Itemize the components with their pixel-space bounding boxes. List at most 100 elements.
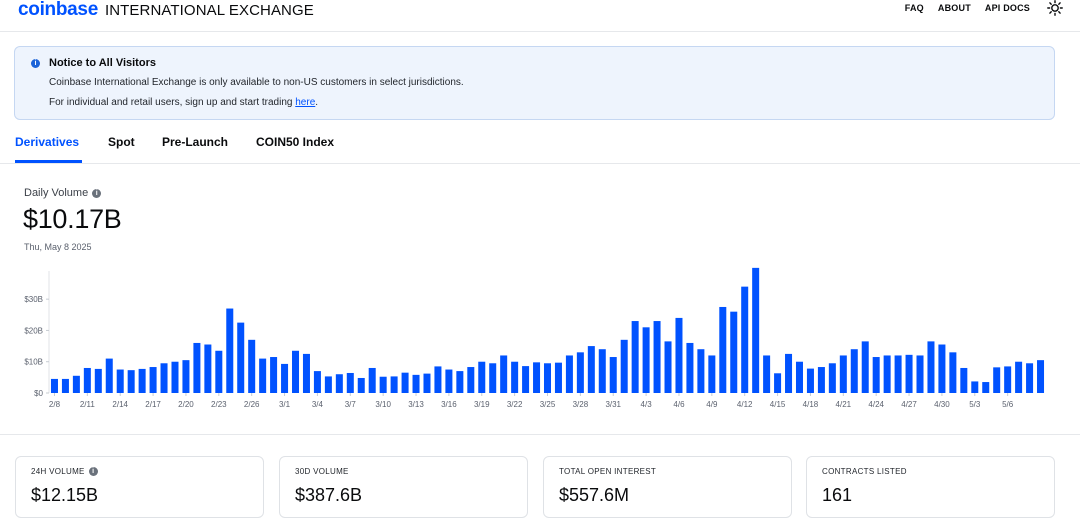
volume-bar[interactable] (960, 367, 968, 393)
volume-bar[interactable] (281, 363, 289, 393)
volume-bar[interactable] (226, 308, 234, 393)
volume-bar[interactable] (828, 363, 836, 393)
volume-bar[interactable] (576, 352, 584, 393)
volume-bar[interactable] (795, 361, 803, 393)
volume-bar[interactable] (50, 378, 58, 393)
brand[interactable]: coinbase INTERNATIONAL EXCHANGE (18, 0, 314, 21)
volume-bar[interactable] (456, 371, 464, 393)
nav-faq-link[interactable]: FAQ (904, 3, 924, 13)
volume-bar[interactable] (171, 361, 179, 393)
volume-bar[interactable] (248, 339, 256, 393)
volume-bar[interactable] (686, 342, 694, 393)
volume-bar[interactable] (1037, 360, 1045, 393)
volume-bar[interactable] (872, 357, 880, 393)
volume-bar[interactable] (752, 267, 760, 393)
volume-bar[interactable] (817, 367, 825, 393)
volume-bar[interactable] (511, 361, 519, 393)
volume-bar[interactable] (182, 360, 190, 393)
notice-signup-link[interactable]: here (295, 97, 316, 108)
coinbase-logo[interactable]: coinbase (18, 0, 98, 20)
volume-bar[interactable] (313, 371, 321, 393)
volume-bar[interactable] (785, 353, 793, 393)
volume-bar[interactable] (850, 349, 858, 393)
volume-bar[interactable] (708, 355, 716, 393)
volume-bar[interactable] (94, 368, 102, 393)
volume-bar[interactable] (806, 368, 814, 393)
volume-bar[interactable] (324, 376, 332, 393)
volume-bar[interactable] (138, 368, 146, 393)
volume-bar[interactable] (368, 367, 376, 393)
tab-derivatives[interactable]: Derivatives (15, 135, 80, 149)
volume-bar[interactable] (543, 363, 551, 393)
volume-bar[interactable] (335, 374, 343, 393)
volume-bar[interactable] (631, 321, 639, 393)
volume-bar[interactable] (423, 373, 431, 393)
volume-bar[interactable] (357, 377, 365, 393)
volume-bar[interactable] (763, 355, 771, 393)
volume-bar[interactable] (533, 362, 541, 393)
volume-bar[interactable] (105, 358, 113, 393)
volume-bar[interactable] (434, 366, 442, 393)
volume-bar[interactable] (401, 372, 409, 393)
volume-bar[interactable] (204, 344, 212, 393)
volume-bar[interactable] (522, 366, 530, 393)
info-icon[interactable]: i (88, 467, 98, 476)
volume-bar[interactable] (467, 367, 475, 393)
volume-bar[interactable] (237, 322, 245, 393)
volume-bar[interactable] (292, 350, 300, 393)
volume-bar[interactable] (982, 382, 990, 393)
volume-bar[interactable] (270, 357, 278, 393)
tab-pre-launch[interactable]: Pre-Launch (162, 135, 229, 149)
volume-bar[interactable] (160, 363, 168, 393)
volume-bar[interactable] (609, 357, 617, 393)
volume-bar[interactable] (478, 361, 486, 393)
volume-bar[interactable] (675, 317, 683, 393)
volume-bar[interactable] (642, 327, 650, 393)
volume-bar[interactable] (489, 363, 497, 393)
volume-bar[interactable] (554, 362, 562, 393)
volume-bar[interactable] (861, 341, 869, 393)
volume-bar[interactable] (149, 367, 157, 393)
tab-spot[interactable]: Spot (108, 135, 135, 149)
volume-bar[interactable] (938, 344, 946, 393)
volume-bar[interactable] (215, 350, 223, 393)
volume-bar[interactable] (193, 342, 201, 393)
volume-bar[interactable] (993, 367, 1001, 393)
volume-bar[interactable] (259, 358, 267, 393)
volume-bar[interactable] (598, 349, 606, 393)
volume-bar[interactable] (653, 321, 661, 393)
volume-bar[interactable] (445, 369, 453, 393)
volume-bar[interactable] (620, 339, 628, 393)
volume-bar[interactable] (905, 354, 913, 393)
info-icon[interactable]: i (92, 188, 102, 198)
volume-bar[interactable] (949, 352, 957, 393)
volume-bar[interactable] (116, 369, 124, 393)
volume-bar[interactable] (916, 355, 924, 393)
volume-bar[interactable] (500, 355, 508, 393)
volume-bar[interactable] (1004, 366, 1012, 393)
volume-bar[interactable] (971, 381, 979, 393)
volume-bar[interactable] (774, 373, 782, 393)
volume-bar[interactable] (664, 341, 672, 393)
volume-bar[interactable] (894, 355, 902, 393)
volume-bar[interactable] (697, 349, 705, 393)
tab-coin50-index[interactable]: COIN50 Index (256, 135, 335, 149)
volume-bar[interactable] (127, 370, 135, 393)
volume-bar[interactable] (346, 372, 354, 393)
volume-bar[interactable] (412, 374, 420, 393)
volume-bar[interactable] (1015, 361, 1023, 393)
volume-bar[interactable] (390, 376, 398, 393)
volume-bar[interactable] (1026, 363, 1034, 393)
volume-bar[interactable] (302, 353, 310, 393)
volume-bar[interactable] (839, 355, 847, 393)
volume-bar[interactable] (883, 355, 891, 393)
volume-bar[interactable] (61, 378, 69, 393)
volume-bar[interactable] (741, 286, 749, 393)
volume-bar[interactable] (587, 346, 595, 393)
volume-bar[interactable] (379, 376, 387, 393)
theme-toggle-button[interactable] (1046, 0, 1064, 16)
volume-bar[interactable] (719, 306, 727, 393)
nav-api-docs-link[interactable]: API DOCS (984, 3, 1030, 13)
nav-about-link[interactable]: ABOUT (937, 3, 971, 13)
volume-bar[interactable] (730, 311, 738, 393)
